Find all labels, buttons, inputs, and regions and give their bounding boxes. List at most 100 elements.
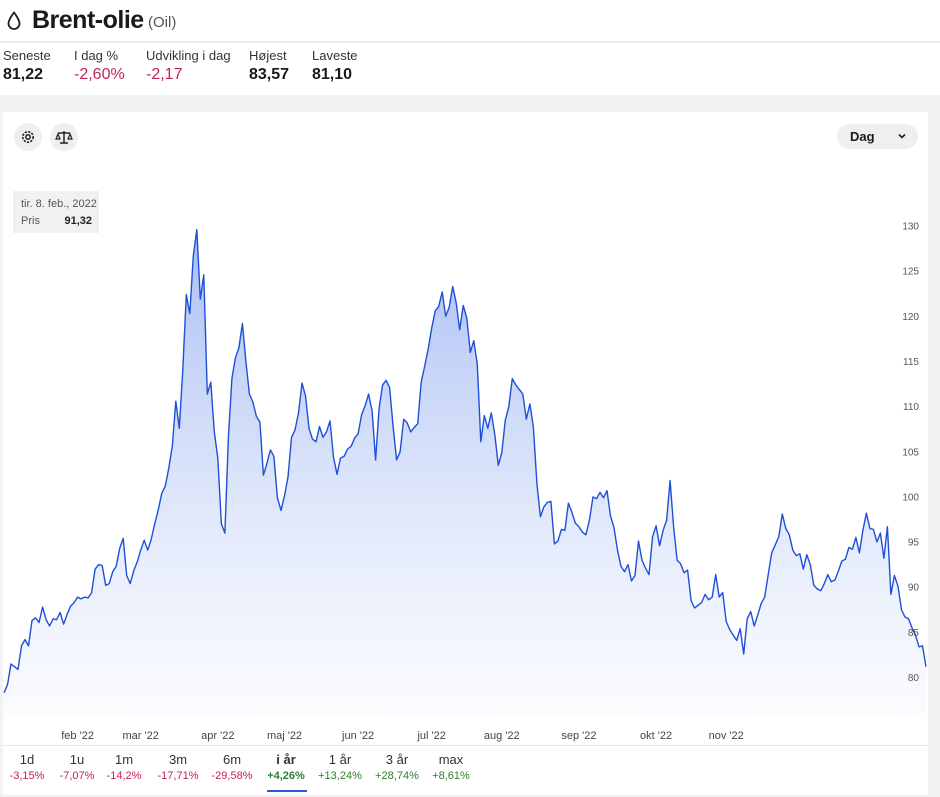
price-point [269,448,272,451]
price-point [599,491,602,494]
chevron-down-icon [898,133,906,139]
price-point [739,627,742,630]
price-point [434,309,437,312]
range-ytd[interactable]: i år +4,26% [267,752,305,782]
price-point [381,383,384,386]
price-point [868,527,871,530]
price-point [535,482,538,485]
stat-label: Laveste [312,48,358,63]
price-point [87,597,90,600]
price-point [861,529,864,532]
x-tick-label: sep '22 [561,730,596,742]
y-tick-label: 85 [908,628,920,639]
price-point [234,356,237,359]
price-point [830,580,833,583]
price-point [462,304,465,307]
price-point [812,584,815,587]
price-point [725,620,728,623]
price-point [613,526,616,529]
price-point [602,496,605,499]
price-point [122,537,125,540]
price-tooltip: tir. 8. feb., 2022 Pris 91,32 [13,191,99,233]
stat-label: Udvikling i dag [146,48,231,63]
price-point [280,509,283,512]
price-point [718,596,721,599]
price-point [304,394,307,397]
price-point [847,546,850,549]
tooltip-value: 91,32 [64,215,92,227]
price-point [213,430,216,433]
range-change: -7,07% [59,770,95,782]
y-tick-label: 80 [908,673,920,684]
x-axis: feb '22 mar '22 apr '22 maj '22 jun '22 jul '… [61,730,744,742]
range-label: 3m [168,752,188,767]
range-1w[interactable]: 1u -7,07% [60,752,95,782]
price-point [171,445,174,448]
range-max[interactable]: max +8,61% [432,752,470,782]
price-point [223,532,226,535]
stat-label: Højest [249,48,287,63]
price-point [483,414,486,417]
price-point [560,528,563,531]
price-point [658,544,661,547]
price-point [795,554,798,557]
price-point [185,293,188,296]
price-point [55,618,58,621]
price-point [711,596,714,599]
price-point [549,500,552,503]
price-point [111,570,114,573]
range-label: 6m [222,752,242,767]
range-3m[interactable]: 3m -17,71% [158,752,199,782]
price-point [406,421,409,424]
price-point [925,665,928,668]
price-point [507,405,510,408]
price-point [907,617,910,620]
price-point [255,415,258,418]
price-point [31,619,34,622]
period-select[interactable]: Dag [837,124,918,149]
range-1m[interactable]: 1m -14,2% [107,752,142,782]
range-change: -29,58% [211,770,253,782]
price-point [62,623,65,626]
price-point [840,560,843,563]
price-point [616,549,619,552]
price-point [3,691,6,694]
range-3y[interactable]: 3 år +28,74% [375,752,419,782]
price-point [136,560,139,563]
price-chart[interactable]: 80 85 90 95 100 105 110 115 120 125 130 feb '22 mar… [0,0,940,745]
price-point [423,365,426,368]
price-point [430,327,433,330]
range-6m[interactable]: 6m -29,58% [212,752,253,782]
price-point [609,514,612,517]
price-point [623,570,626,573]
range-change: +8,61% [432,770,470,782]
price-point [308,427,311,430]
price-point [833,579,836,582]
stat-value: 83,57 [249,66,290,83]
price-point [346,448,349,451]
price-point [704,593,707,596]
price-point [76,596,79,599]
price-point [637,540,640,543]
settings-button[interactable] [14,123,42,151]
price-point [606,489,609,492]
y-tick-label: 100 [902,492,919,503]
price-point [125,574,128,577]
range-1d[interactable]: 1d -3,15% [10,752,45,782]
compare-button[interactable] [50,123,78,151]
stat-label: Seneste [3,48,51,63]
price-point [532,426,535,429]
price-point [343,455,346,458]
x-tick-label: mar '22 [123,730,159,742]
price-point [311,438,314,441]
range-1y[interactable]: 1 år +13,24% [318,752,362,782]
price-point [627,563,630,566]
price-point [749,610,752,613]
stat-today-percent: I dag % -2,60% [74,48,125,84]
price-point [301,382,304,385]
price-point [816,588,819,591]
header: Brent-olie (Oil) [0,0,940,42]
price-point [167,467,170,470]
price-point [693,607,696,610]
price-point [104,584,107,587]
